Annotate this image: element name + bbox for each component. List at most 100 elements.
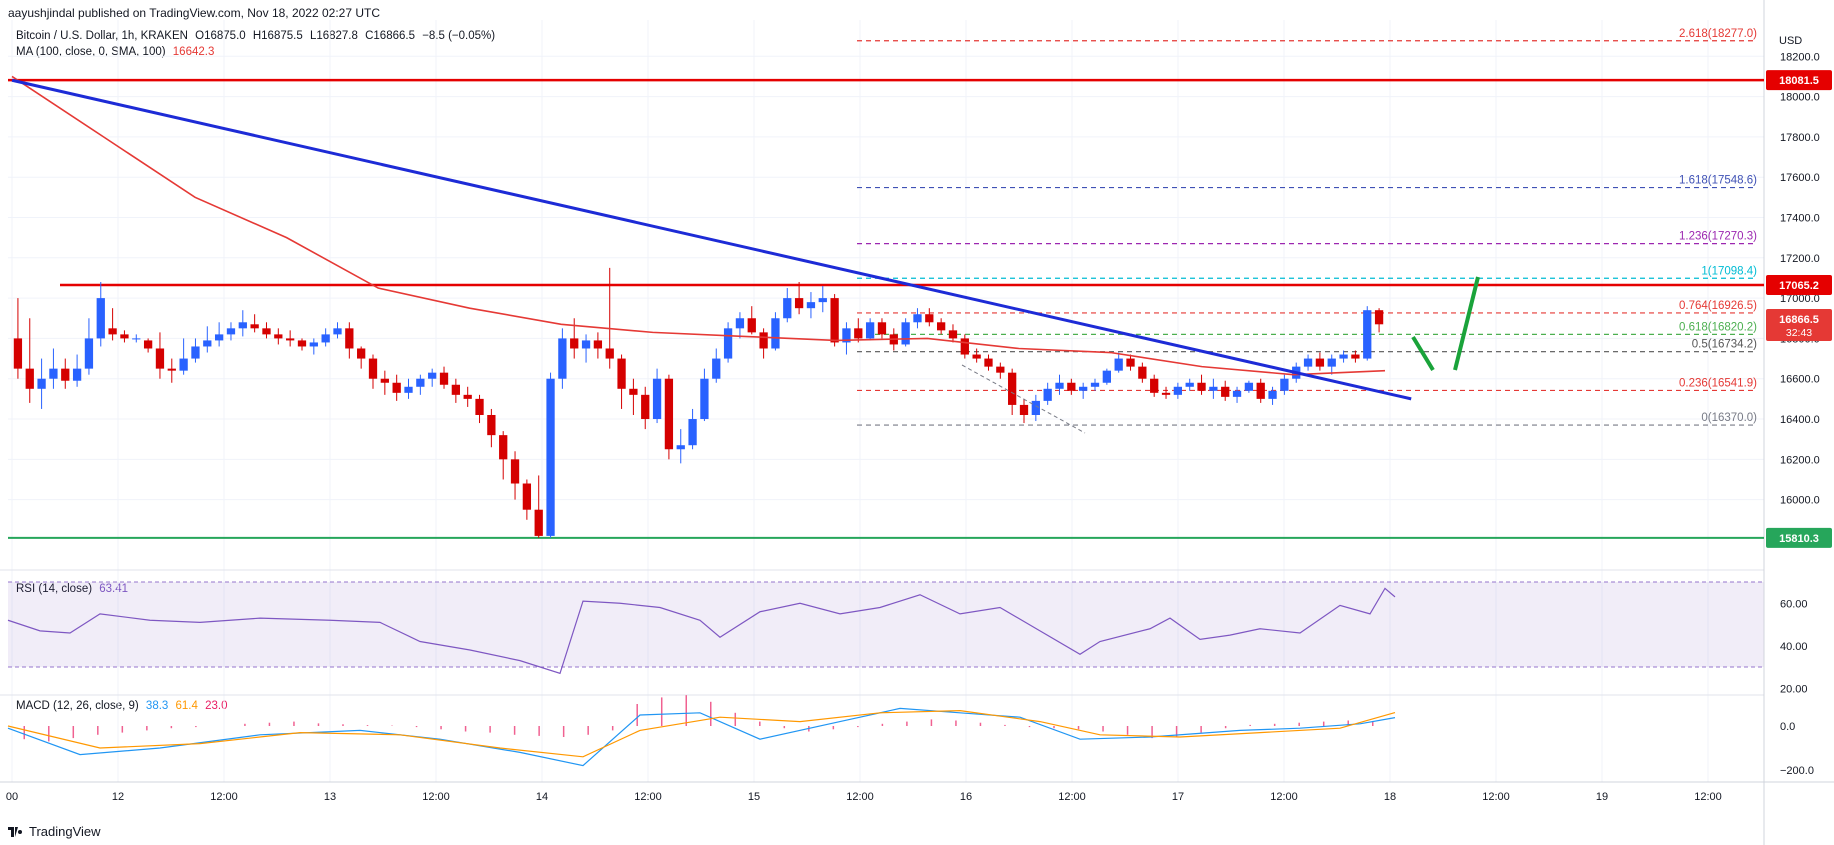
candle-body[interactable] [984, 358, 993, 367]
candle-body[interactable] [1292, 366, 1301, 379]
candle-body[interactable] [1363, 310, 1372, 359]
candle-body[interactable] [712, 358, 721, 379]
rsi-label[interactable]: RSI (14, close) [16, 583, 93, 595]
candle-body[interactable] [996, 366, 1005, 373]
candle-body[interactable] [889, 334, 898, 345]
candle-body[interactable] [274, 334, 283, 339]
candle-body[interactable] [759, 332, 768, 349]
candle-body[interactable] [605, 348, 614, 359]
candle-body[interactable] [1102, 370, 1111, 383]
candle-body[interactable] [806, 302, 816, 309]
candle-body[interactable] [203, 340, 212, 347]
candle-body[interactable] [49, 368, 58, 379]
candle-body[interactable] [1043, 388, 1052, 401]
candle-body[interactable] [1232, 390, 1242, 397]
candle-body[interactable] [818, 298, 827, 303]
candle-body[interactable] [593, 340, 603, 349]
candle-body[interactable] [735, 318, 745, 329]
candle-body[interactable] [747, 318, 756, 333]
candle-body[interactable] [262, 328, 271, 335]
candle-body[interactable] [794, 298, 804, 309]
candle-body[interactable] [1055, 382, 1064, 389]
candle-body[interactable] [1019, 404, 1029, 415]
candle-body[interactable] [1339, 354, 1348, 359]
candle-body[interactable] [1067, 382, 1076, 391]
candle-body[interactable] [475, 398, 484, 415]
candle-body[interactable] [1150, 378, 1159, 393]
candle-body[interactable] [652, 378, 662, 420]
candle-body[interactable] [664, 378, 674, 450]
candle-body[interactable] [1303, 358, 1313, 367]
candle-body[interactable] [297, 340, 307, 347]
candle-body[interactable] [1126, 358, 1135, 367]
candle-body[interactable] [380, 378, 389, 383]
candle-body[interactable] [913, 314, 922, 323]
candle-body[interactable] [1268, 390, 1277, 399]
candle-body[interactable] [877, 322, 887, 335]
candle-body[interactable] [723, 328, 733, 359]
candle-body[interactable] [936, 322, 946, 331]
candle-body[interactable] [167, 368, 176, 371]
candle-body[interactable] [1327, 358, 1336, 367]
candle-body[interactable] [84, 338, 94, 369]
candle-body[interactable] [250, 324, 259, 329]
candle-body[interactable] [238, 322, 247, 329]
candle-body[interactable] [1090, 382, 1100, 387]
candle-body[interactable] [1221, 386, 1230, 397]
candle-body[interactable] [972, 354, 981, 359]
candle-body[interactable] [1114, 358, 1123, 371]
candle-body[interactable] [641, 394, 650, 420]
candle-body[interactable] [783, 298, 792, 319]
candle-body[interactable] [700, 378, 709, 420]
candle-body[interactable] [321, 334, 330, 343]
candle-body[interactable] [226, 328, 236, 335]
candle-body[interactable] [143, 340, 153, 349]
candle-body[interactable] [499, 435, 508, 460]
candle-body[interactable] [1256, 382, 1265, 399]
candle-body[interactable] [13, 338, 23, 369]
candle-body[interactable] [96, 298, 105, 339]
candle-body[interactable] [1031, 400, 1040, 415]
macd-label[interactable]: MACD (12, 26, close, 9) [16, 700, 139, 712]
candle-body[interactable] [132, 338, 141, 340]
candle-body[interactable] [1351, 354, 1360, 359]
candle-body[interactable] [120, 334, 129, 339]
candle-body[interactable] [214, 334, 224, 341]
candle-body[interactable] [72, 368, 82, 381]
candle-body[interactable] [487, 414, 496, 436]
candle-body[interactable] [108, 328, 117, 335]
candle-body[interactable] [1315, 358, 1325, 367]
candle-body[interactable] [830, 298, 839, 343]
candle-body[interactable] [179, 358, 188, 371]
candle-body[interactable] [428, 372, 437, 379]
candle-body[interactable] [1138, 366, 1147, 379]
candle-body[interactable] [534, 509, 543, 536]
candle-body[interactable] [1008, 372, 1017, 405]
candle-body[interactable] [522, 483, 532, 510]
candle-body[interactable] [345, 328, 354, 349]
candle-body[interactable] [451, 384, 461, 395]
ma-label[interactable]: MA (100, close, 0, SMA, 100) [16, 46, 166, 58]
candle-body[interactable] [546, 378, 555, 536]
candle-body[interactable] [629, 388, 638, 395]
candle-body[interactable] [1161, 392, 1171, 395]
candle-body[interactable] [309, 342, 318, 347]
candle-body[interactable] [368, 358, 378, 379]
candle-body[interactable] [960, 338, 969, 355]
candle-body[interactable] [392, 382, 401, 393]
candle-body[interactable] [558, 338, 567, 379]
candle-body[interactable] [510, 459, 520, 484]
candle-body[interactable] [842, 328, 851, 343]
candle-body[interactable] [416, 378, 425, 387]
symbol-label[interactable]: Bitcoin / U.S. Dollar, 1h, KRAKEN [16, 30, 188, 42]
candle-body[interactable] [617, 358, 626, 389]
candle-body[interactable] [771, 318, 780, 349]
candle-body[interactable] [1374, 310, 1384, 325]
candle-body[interactable] [865, 322, 875, 339]
candle-body[interactable] [1185, 382, 1194, 387]
candle-body[interactable] [286, 338, 295, 341]
candle-body[interactable] [357, 348, 366, 359]
candle-body[interactable] [1197, 382, 1206, 391]
candle-body[interactable] [688, 419, 697, 446]
